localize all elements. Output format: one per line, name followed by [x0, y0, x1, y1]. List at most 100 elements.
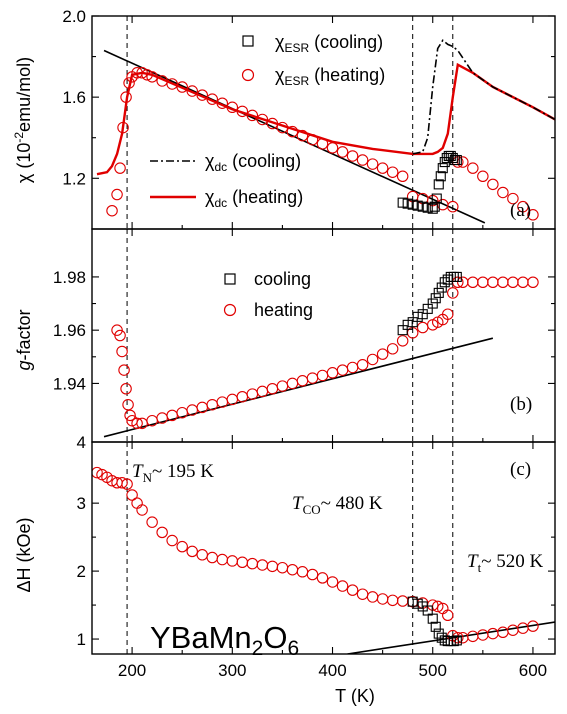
tt-annotation: Tt~ 520 K [467, 551, 543, 575]
heating-point [497, 626, 509, 639]
x-tick-label: 200 [118, 661, 146, 680]
esr_heating-point [196, 89, 208, 101]
y-tick-label: 1.94 [53, 374, 86, 393]
linear-fit-line [103, 337, 494, 438]
heating-point [396, 595, 409, 607]
heating-point [136, 504, 148, 516]
esr_heating-point [120, 91, 132, 103]
heating-point [507, 624, 519, 636]
tn-annotation: TN~ 195 K [132, 461, 214, 485]
esr_heating-point [186, 85, 198, 97]
y-tick-label: 2 [77, 562, 86, 581]
heating-point [386, 594, 399, 607]
heating-point [306, 372, 319, 384]
panel-b-label: (b) [510, 394, 532, 415]
heating-point [497, 276, 509, 288]
esr_heating-point [123, 77, 135, 89]
heating-point [276, 380, 289, 392]
esr_heating-point [336, 146, 349, 158]
y-bottom-tick-label: 4 [77, 433, 86, 452]
y-tick-label: 3 [77, 494, 86, 513]
heating-point [366, 353, 379, 366]
heating-point [356, 588, 369, 600]
heating-point [226, 555, 239, 567]
esr_cooling-point [427, 203, 438, 214]
tco-annotation: TCO~ 480 K [292, 493, 383, 517]
esr_heating-point [517, 200, 529, 213]
esr_heating-point [286, 125, 299, 138]
y-tick-label: 1 [77, 630, 86, 649]
panel-a-label: (a) [510, 200, 531, 221]
esr_heating-point [487, 178, 499, 191]
heating-point [487, 276, 499, 288]
heating-point [120, 382, 132, 395]
heating-point [346, 584, 359, 596]
esr_heating-point [176, 81, 188, 93]
axes-frame [91, 441, 556, 655]
x-axis-label: T (K) [335, 686, 375, 706]
heating-point [306, 568, 319, 581]
heating-point [396, 335, 409, 347]
esr_heating-point [527, 209, 539, 221]
heating-point [176, 540, 188, 553]
heating-point [92, 466, 103, 479]
esr_heating-point [376, 162, 389, 174]
heating-point [467, 276, 479, 288]
cooling-point [445, 271, 456, 282]
heating-point [326, 576, 339, 588]
esr_heating-point [386, 166, 399, 178]
legend-b-circle-marker [223, 303, 237, 317]
heating-point [326, 367, 339, 379]
esr_heating-point [136, 67, 148, 79]
axes-frame [91, 228, 556, 443]
heating-point [517, 276, 529, 288]
dc_heating-curve [96, 62, 555, 176]
esr_heating-point [117, 121, 129, 134]
cooling-point [430, 293, 441, 304]
heating-point [527, 620, 539, 632]
panel-a [96, 16, 555, 229]
x-tick-label: 600 [519, 661, 547, 680]
cooling-point [451, 271, 462, 282]
x-tick-label: 400 [318, 661, 346, 680]
heating-point [286, 563, 299, 576]
heating-point [507, 276, 519, 288]
axes-frames [91, 15, 556, 655]
x-tick-label: 300 [218, 661, 246, 680]
x-tick-label: 500 [419, 661, 447, 680]
panel-b [103, 229, 539, 442]
heating-point [316, 572, 329, 584]
legend-esr-heating: χESR (heating) [275, 65, 385, 88]
heating-point [276, 561, 289, 574]
esr_cooling-point [433, 179, 444, 190]
panel-c-ylabel: ΔH (kOe) [14, 517, 34, 592]
esr_heating-point [447, 200, 459, 213]
cooling-point [427, 298, 438, 309]
plot-area [92, 442, 555, 654]
heating-point [114, 329, 126, 342]
heating-point [477, 276, 489, 288]
heating-point [236, 556, 249, 569]
heating-point [447, 287, 459, 299]
plot-area [103, 229, 539, 442]
esr_heating-point [246, 109, 259, 122]
heating-point [246, 388, 259, 400]
cooling-point [436, 282, 447, 293]
heating-point [416, 321, 429, 334]
heating-point [356, 359, 369, 371]
cooling-point [433, 287, 444, 298]
heating-point [156, 526, 168, 539]
legend-dc-heating: χdc (heating) [205, 187, 303, 210]
legend-circle-marker [241, 68, 255, 82]
esr_heating-point [396, 170, 409, 183]
esr_heating-point [106, 204, 118, 217]
legend-square-marker [242, 35, 254, 47]
heating-point [527, 276, 539, 288]
heating-point [122, 398, 134, 411]
heating-point [124, 409, 136, 422]
heating-point [126, 489, 138, 501]
heating-point [442, 308, 454, 320]
heating-point [487, 627, 499, 640]
panel-c-label: (c) [510, 459, 531, 480]
cooling-point [430, 621, 441, 632]
